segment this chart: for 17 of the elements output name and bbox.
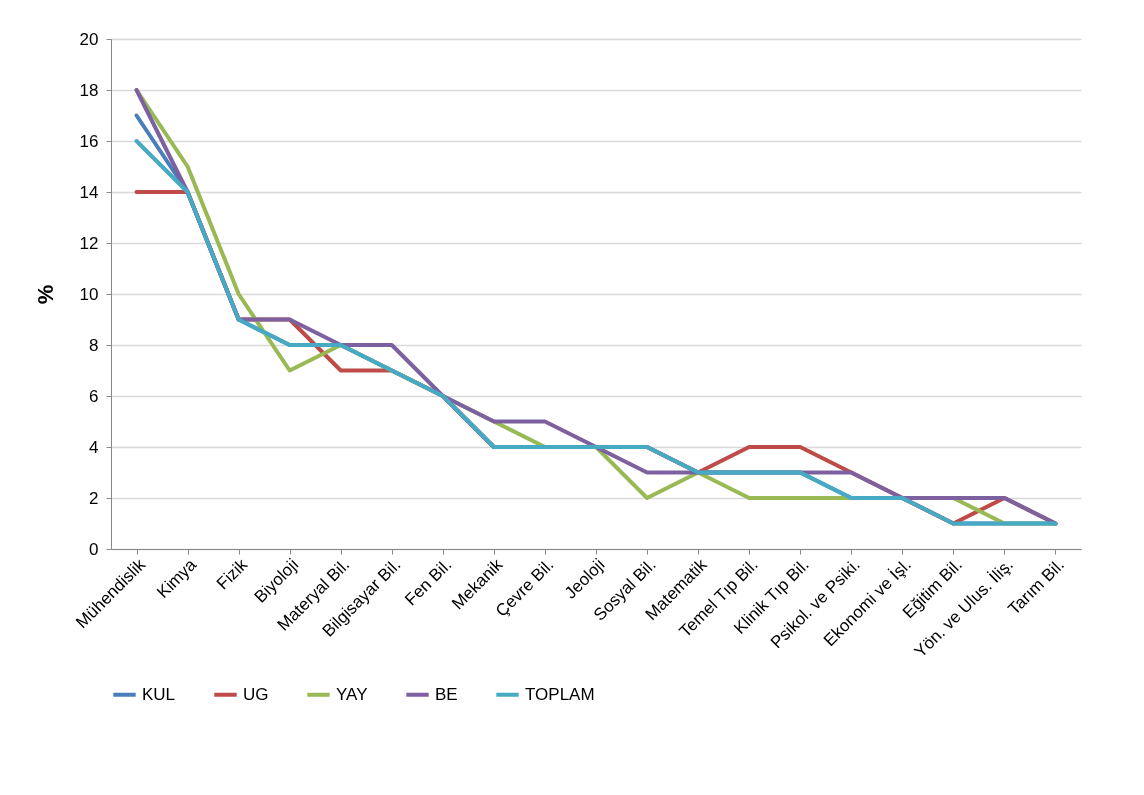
y-tick-label: 10 bbox=[79, 284, 99, 304]
y-tick-label: 18 bbox=[79, 80, 99, 100]
y-tick-label: 6 bbox=[89, 386, 99, 406]
y-tick-label: 0 bbox=[89, 539, 99, 559]
legend-label: YAY bbox=[336, 684, 368, 704]
legend-label: TOPLAM bbox=[525, 684, 595, 704]
legend-label: KUL bbox=[142, 684, 176, 704]
legend-label: UG bbox=[243, 684, 269, 704]
y-tick-label: 8 bbox=[89, 335, 99, 355]
y-tick-label: 16 bbox=[79, 131, 99, 151]
y-tick-label: 12 bbox=[79, 233, 99, 253]
y-tick-label: 20 bbox=[79, 29, 99, 49]
y-tick-label: 2 bbox=[89, 488, 99, 508]
y-tick-label: 14 bbox=[79, 182, 99, 202]
y-tick-label: 4 bbox=[89, 437, 99, 457]
y-axis-title: % bbox=[32, 284, 58, 305]
legend-label: BE bbox=[435, 684, 458, 704]
